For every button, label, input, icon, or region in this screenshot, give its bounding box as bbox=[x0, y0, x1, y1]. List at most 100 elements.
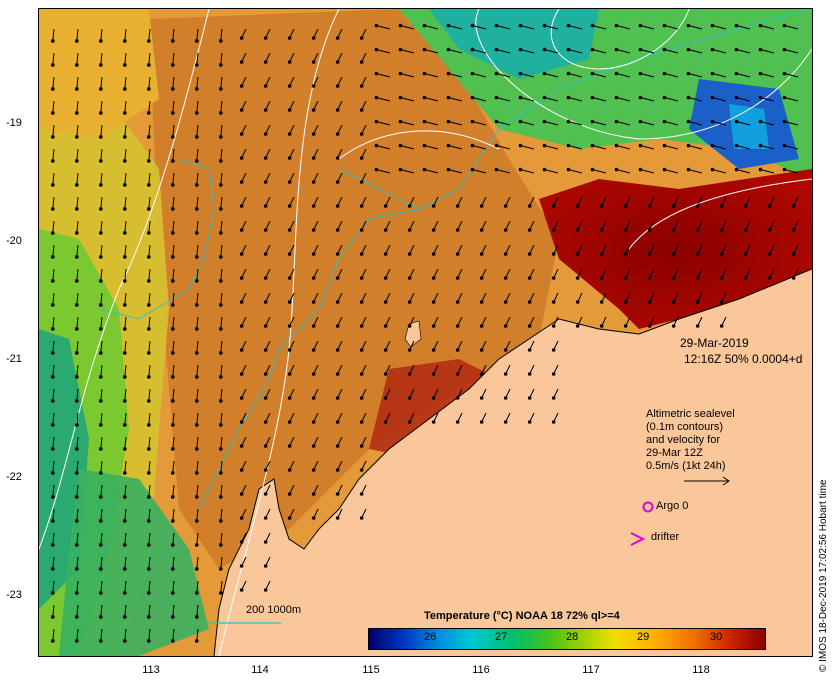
velocity-arrow bbox=[640, 73, 655, 78]
velocity-arrow-head bbox=[383, 324, 388, 328]
velocity-arrow-head bbox=[171, 303, 175, 307]
velocity-arrow bbox=[448, 49, 463, 54]
velocity-arrow bbox=[472, 169, 487, 174]
velocity-arrow-head bbox=[359, 492, 364, 496]
velocity-arrow-head bbox=[99, 495, 103, 499]
velocity-arrow bbox=[148, 196, 151, 209]
velocity-arrow-head bbox=[734, 95, 739, 100]
velocity-arrow-head bbox=[51, 591, 55, 595]
velocity-arrow bbox=[220, 268, 223, 281]
velocity-arrow bbox=[196, 556, 199, 569]
velocity-arrow-head bbox=[791, 204, 796, 208]
velocity-arrow-head bbox=[383, 348, 388, 352]
velocity-arrow-head bbox=[311, 204, 316, 208]
velocity-arrow-head bbox=[782, 167, 787, 172]
bathy-1000m-south bbox=[198, 348, 280, 510]
velocity-arrow-head bbox=[590, 71, 595, 76]
velocity-arrow-head bbox=[171, 87, 175, 91]
velocity-arrow bbox=[760, 169, 775, 174]
velocity-arrow bbox=[616, 25, 631, 30]
velocity-arrow bbox=[52, 292, 55, 305]
velocity-arrow bbox=[124, 604, 127, 617]
velocity-arrow-head bbox=[171, 327, 175, 331]
velocity-arrow-head bbox=[311, 180, 316, 184]
velocity-arrow bbox=[616, 145, 631, 150]
velocity-arrow-head bbox=[335, 252, 340, 256]
velocity-arrow-head bbox=[446, 47, 451, 52]
velocity-arrow bbox=[664, 121, 679, 126]
velocity-arrow bbox=[592, 121, 607, 126]
velocity-arrow-head bbox=[647, 276, 652, 280]
velocity-arrow-head bbox=[195, 183, 199, 187]
velocity-arrow-head bbox=[147, 591, 151, 595]
velocity-arrow-head bbox=[647, 252, 652, 256]
velocity-arrow-head bbox=[147, 231, 151, 235]
velocity-arrow-head bbox=[647, 324, 652, 328]
velocity-arrow bbox=[124, 220, 127, 233]
velocity-arrow bbox=[496, 121, 511, 126]
velocity-arrow-head bbox=[470, 143, 475, 148]
velocity-arrow-head bbox=[671, 252, 676, 256]
velocity-arrow bbox=[76, 28, 79, 41]
velocity-arrow bbox=[544, 169, 559, 174]
velocity-arrow-head bbox=[147, 567, 151, 571]
velocity-arrow bbox=[220, 532, 223, 545]
velocity-arrow bbox=[472, 49, 487, 54]
velocity-arrow-head bbox=[75, 231, 79, 235]
velocity-arrow-head bbox=[791, 228, 796, 232]
velocity-arrow-head bbox=[623, 228, 628, 232]
velocity-arrow bbox=[124, 628, 127, 641]
velocity-arrow-head bbox=[287, 252, 292, 256]
velocity-arrow bbox=[172, 52, 175, 65]
velocity-arrow bbox=[196, 172, 199, 185]
velocity-arrow-head bbox=[479, 300, 484, 304]
velocity-arrow-head bbox=[431, 324, 436, 328]
velocity-arrow-head bbox=[671, 276, 676, 280]
velocity-arrow-head bbox=[123, 351, 127, 355]
velocity-arrow-head bbox=[662, 47, 667, 52]
velocity-arrow bbox=[520, 169, 535, 174]
velocity-arrow bbox=[736, 169, 751, 174]
velocity-arrow-head bbox=[51, 375, 55, 379]
velocity-arrow-head bbox=[263, 492, 268, 496]
velocity-arrow-head bbox=[407, 396, 412, 400]
velocity-arrow-head bbox=[263, 540, 268, 544]
velocity-arrow bbox=[220, 364, 223, 377]
sst-map bbox=[38, 8, 813, 657]
velocity-arrow bbox=[172, 268, 175, 281]
velocity-arrow bbox=[100, 28, 103, 41]
velocity-arrow-head bbox=[623, 276, 628, 280]
velocity-arrow-head bbox=[455, 252, 460, 256]
velocity-arrow bbox=[76, 292, 79, 305]
velocity-arrow-head bbox=[470, 71, 475, 76]
velocity-arrow-head bbox=[590, 167, 595, 172]
velocity-arrow-head bbox=[75, 183, 79, 187]
velocity-arrow-head bbox=[767, 252, 772, 256]
velocity-arrow-head bbox=[171, 351, 175, 355]
velocity-arrow bbox=[148, 244, 151, 257]
velocity-arrow bbox=[220, 556, 223, 569]
velocity-arrow-head bbox=[662, 23, 667, 28]
velocity-arrow-head bbox=[686, 95, 691, 100]
velocity-arrow-head bbox=[311, 468, 316, 472]
velocity-arrow bbox=[424, 169, 439, 174]
velocity-arrow-head bbox=[734, 167, 739, 172]
velocity-arrow-head bbox=[758, 71, 763, 76]
velocity-arrow bbox=[172, 292, 175, 305]
velocity-arrow-head bbox=[123, 567, 127, 571]
velocity-arrow-head bbox=[479, 276, 484, 280]
velocity-arrow bbox=[784, 97, 799, 102]
velocity-arrow bbox=[52, 268, 55, 281]
velocity-arrow-head bbox=[239, 252, 244, 256]
velocity-arrow bbox=[196, 76, 199, 89]
velocity-arrow bbox=[220, 580, 223, 593]
legend-velocity-arrowhead bbox=[722, 476, 730, 486]
velocity-arrow bbox=[196, 100, 199, 113]
velocity-arrow bbox=[100, 292, 103, 305]
velocity-arrow bbox=[520, 121, 535, 126]
velocity-arrow-head bbox=[599, 324, 604, 328]
velocity-arrow bbox=[172, 532, 175, 545]
velocity-arrow-head bbox=[359, 84, 364, 88]
velocity-arrow-head bbox=[123, 159, 127, 163]
velocity-arrow bbox=[196, 292, 199, 305]
